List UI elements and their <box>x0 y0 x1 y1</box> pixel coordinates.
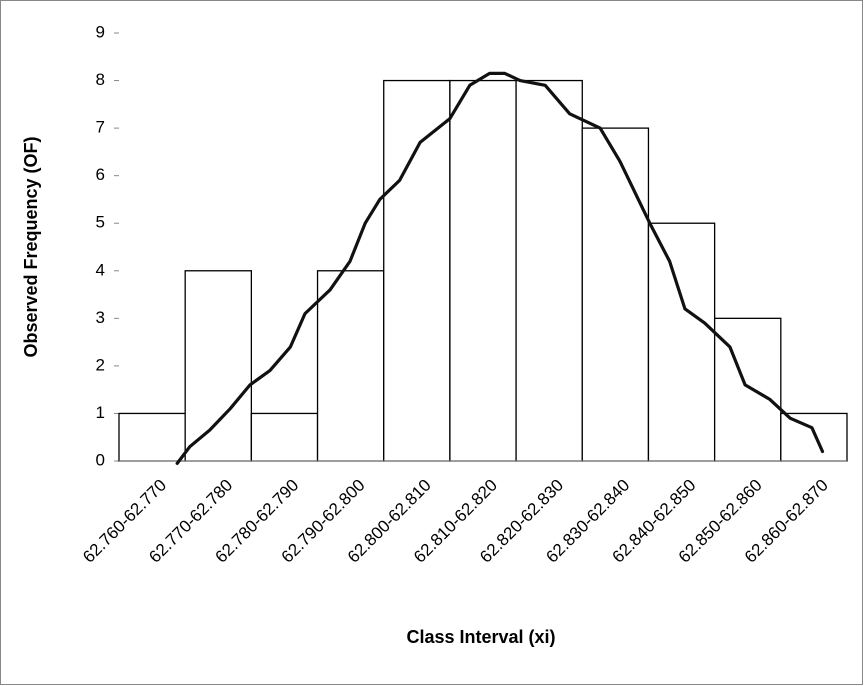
bar <box>184 270 253 462</box>
bar <box>780 412 848 462</box>
y-tick-label: 4 <box>96 260 105 279</box>
y-tick-label: 0 <box>96 450 105 469</box>
y-tick-label: 2 <box>96 355 105 374</box>
bar <box>250 412 319 462</box>
y-tick-label: 1 <box>96 403 105 422</box>
curve <box>175 71 825 465</box>
bar <box>449 79 517 462</box>
y-tick-label: 6 <box>96 165 105 184</box>
bar <box>515 79 583 462</box>
bar <box>581 127 650 462</box>
y-tick-label: 9 <box>96 22 105 41</box>
bar <box>118 412 186 462</box>
bar <box>383 79 451 462</box>
y-tick-label: 7 <box>96 118 105 137</box>
x-axis-label: Class Interval (xi) <box>406 627 555 647</box>
bar <box>647 222 716 462</box>
bar <box>316 270 385 462</box>
y-tick-label: 5 <box>96 213 105 232</box>
y-tick-label: 8 <box>96 70 105 89</box>
y-axis-label: Observed Frequency (OF) <box>21 136 41 357</box>
y-tick-label: 3 <box>96 308 105 327</box>
